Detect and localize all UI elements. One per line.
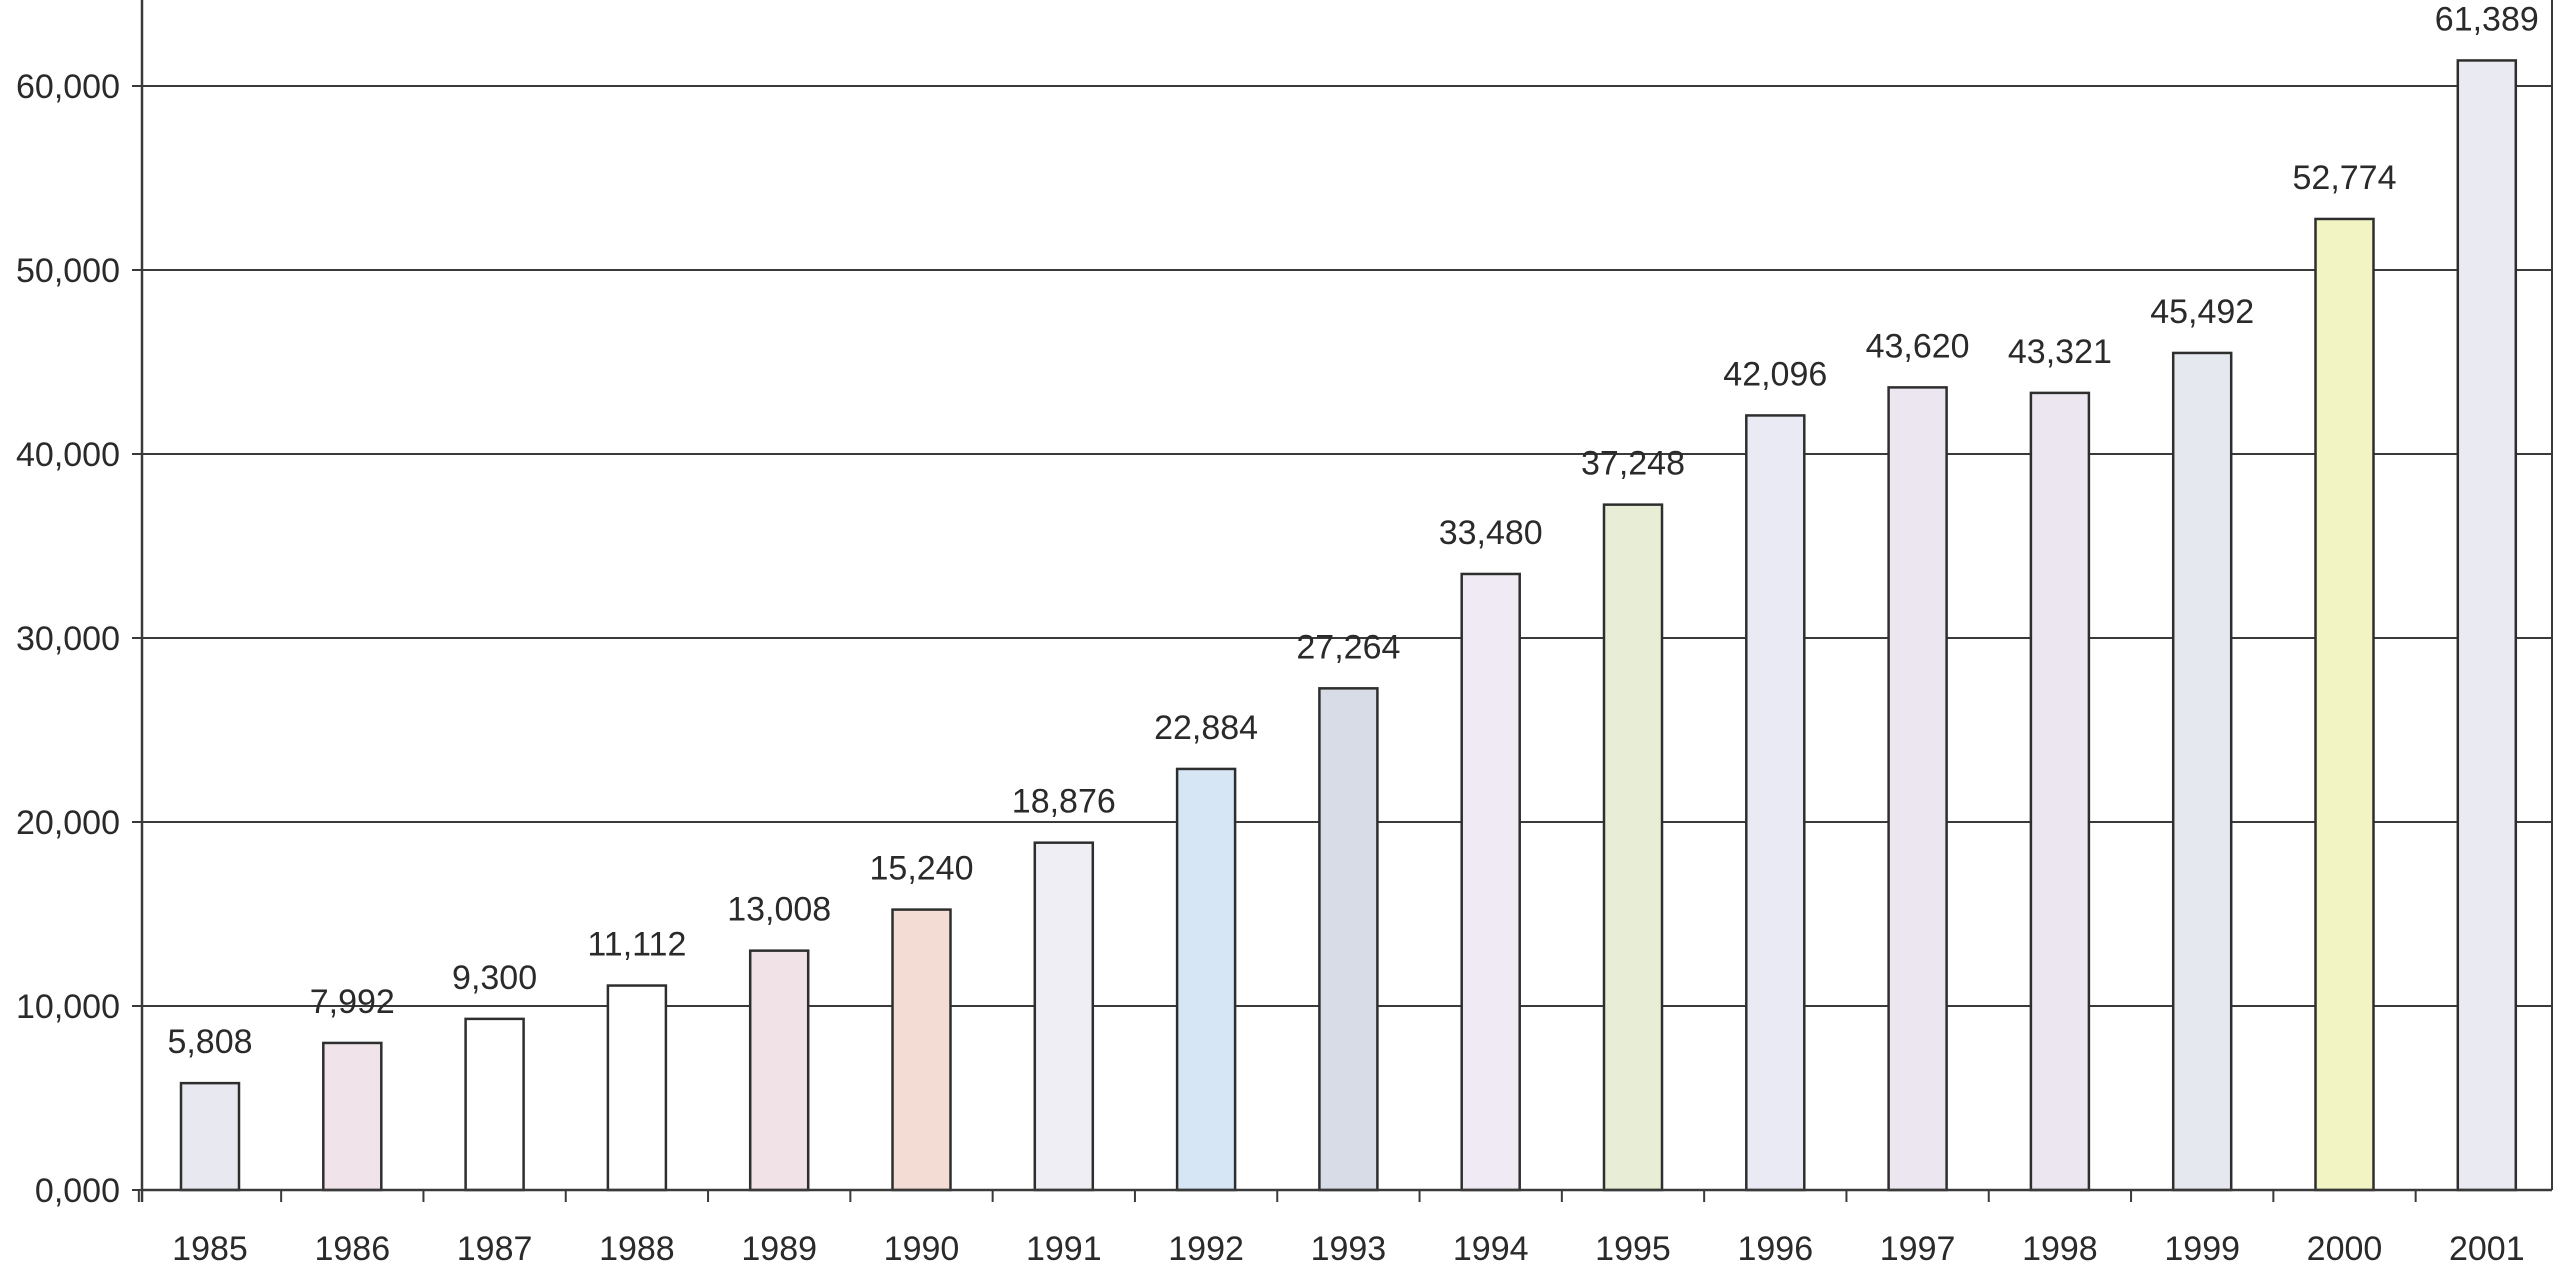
data-label-1997: 43,620 — [1866, 327, 1970, 365]
data-label-1987: 9,300 — [452, 959, 537, 997]
x-tick-label-1998: 1998 — [2022, 1230, 2098, 1265]
y-tick-label: 20,000 — [16, 804, 120, 842]
x-tick-label-1986: 1986 — [314, 1230, 390, 1265]
data-label-1995: 37,248 — [1581, 445, 1685, 483]
x-tick-label-1990: 1990 — [884, 1230, 960, 1265]
bar-1994 — [1460, 572, 1521, 1192]
x-tick-label-1987: 1987 — [457, 1230, 533, 1265]
data-label-1992: 22,884 — [1154, 709, 1258, 747]
bar-1993 — [1318, 687, 1379, 1192]
bar-1997 — [1887, 386, 1948, 1192]
x-tick-label-1985: 1985 — [172, 1230, 248, 1265]
bar-1995 — [1602, 503, 1664, 1192]
x-tick-label-2001: 2001 — [2449, 1230, 2525, 1265]
data-label-1990: 15,240 — [870, 850, 974, 888]
x-tick-label-1988: 1988 — [599, 1230, 675, 1265]
x-tick-label-1995: 1995 — [1595, 1230, 1671, 1265]
y-tick-label: 60,000 — [16, 68, 120, 106]
bar-1985 — [179, 1081, 241, 1192]
bar-1991 — [1033, 841, 1095, 1192]
bar-1989 — [748, 949, 810, 1192]
data-label-1991: 18,876 — [1012, 783, 1116, 821]
y-tick-label: 0,000 — [35, 1172, 120, 1210]
y-tick-label: 40,000 — [16, 436, 120, 474]
data-label-2001: 61,389 — [2435, 0, 2539, 38]
x-tick-label-1994: 1994 — [1453, 1230, 1529, 1265]
x-tick-label-1997: 1997 — [1880, 1230, 1956, 1265]
bar-1987 — [464, 1017, 525, 1192]
data-label-1985: 5,808 — [167, 1023, 252, 1061]
bar-1990 — [891, 908, 952, 1192]
bar-1999 — [2171, 351, 2233, 1192]
x-tick-label-1999: 1999 — [2164, 1230, 2240, 1265]
bar-1996 — [1745, 414, 1806, 1192]
data-label-1993: 27,264 — [1296, 628, 1400, 666]
data-label-1986: 7,992 — [310, 983, 395, 1021]
data-label-1988: 11,112 — [587, 926, 686, 964]
data-label-1998: 43,321 — [2008, 333, 2112, 371]
bars — [179, 59, 2518, 1192]
bar-2001 — [2456, 59, 2518, 1192]
data-label-1994: 33,480 — [1439, 514, 1543, 552]
x-tick-label-1992: 1992 — [1168, 1230, 1244, 1265]
x-tick-label-2000: 2000 — [2307, 1230, 2383, 1265]
bar-1998 — [2029, 391, 2091, 1192]
bar-1986 — [322, 1041, 383, 1192]
x-tick-label-1996: 1996 — [1737, 1230, 1813, 1265]
x-tick-label-1989: 1989 — [741, 1230, 817, 1265]
y-tick-label: 30,000 — [16, 620, 120, 658]
data-label-1999: 45,492 — [2150, 293, 2254, 331]
data-label-1996: 42,096 — [1723, 355, 1827, 393]
y-tick-label: 10,000 — [16, 988, 120, 1026]
bar-1992 — [1175, 767, 1237, 1192]
x-tick-label-1991: 1991 — [1026, 1230, 1102, 1265]
y-axis-tick-labels: 0,000 10,000 20,000 30,000 40,000 50,000 60,00… — [16, 68, 120, 1210]
bar-1988 — [606, 984, 668, 1192]
axes — [137, 0, 2553, 1202]
x-tick-label-1993: 1993 — [1311, 1230, 1387, 1265]
bar-2000 — [2314, 217, 2375, 1192]
y-tick-label: 50,000 — [16, 252, 120, 290]
data-labels: 5,808 7,992 9,300 11,112 13,008 15,240 18,876 2… — [167, 0, 2538, 1061]
data-label-2000: 52,774 — [2293, 159, 2397, 197]
x-axis-tick-labels: 1985 1986 1987 1988 1989 1990 1991 1992 1993 1994… — [172, 1230, 2524, 1265]
data-label-1989: 13,008 — [727, 891, 831, 929]
